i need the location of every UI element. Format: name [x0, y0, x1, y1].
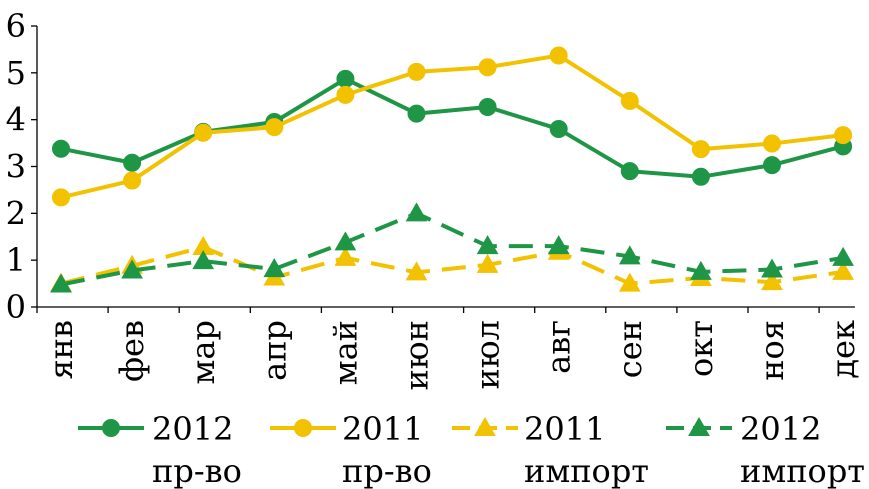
data-point — [478, 58, 497, 77]
data-point — [405, 202, 428, 222]
legend-marker — [102, 419, 120, 437]
data-point — [407, 62, 426, 81]
data-point — [336, 69, 355, 88]
legend-label: пр-во — [152, 452, 242, 489]
series-0 — [52, 69, 853, 186]
data-point — [549, 120, 568, 139]
x-tick-label: фев — [113, 320, 151, 382]
series-line — [60, 76, 844, 179]
legend-label: 2011 — [342, 410, 423, 448]
data-point — [194, 123, 213, 142]
legend-label: 2011 — [524, 410, 605, 448]
data-point — [549, 46, 568, 65]
series-line — [60, 53, 844, 200]
y-tick-label: 5 — [6, 54, 26, 92]
data-point — [691, 140, 710, 159]
chart-legend: 2012 пр-во 2011 пр-во 2011 импорт 2012 импорт — [78, 410, 865, 489]
x-tick-label: апр — [255, 320, 293, 381]
y-tick-label: 1 — [6, 241, 26, 279]
y-tick-label: 6 — [6, 7, 26, 45]
series-1 — [52, 46, 853, 207]
x-tick-label: июл — [469, 320, 507, 390]
x-tick-label: ноя — [753, 320, 791, 381]
series-line — [60, 245, 844, 286]
data-point — [123, 171, 142, 190]
data-point — [265, 118, 284, 137]
data-point — [763, 134, 781, 153]
data-point — [478, 98, 497, 117]
data-point — [334, 231, 357, 251]
legend-label: 2012 — [740, 410, 821, 448]
data-point — [121, 259, 143, 279]
x-tick-label: окт — [682, 320, 720, 377]
legend-item-1: 2011 пр-во — [270, 410, 432, 489]
data-point — [334, 246, 357, 266]
series-line — [60, 211, 844, 287]
data-point — [336, 85, 355, 104]
y-tick-label: 3 — [6, 148, 26, 186]
data-point — [476, 235, 499, 255]
legend-label: пр-во — [342, 452, 432, 489]
x-tick-label: июн — [398, 320, 436, 391]
legend-label: импорт — [524, 452, 649, 489]
legend-marker — [474, 416, 496, 436]
legend-item-0: 2012 пр-во — [78, 410, 242, 489]
x-tick-label: авг — [540, 320, 578, 374]
x-tick-label: дек — [824, 320, 862, 379]
legend-item-2: 2011 импорт — [452, 410, 649, 489]
data-point — [405, 261, 428, 281]
data-point — [192, 250, 215, 270]
data-point — [407, 104, 426, 123]
data-point — [618, 245, 641, 265]
x-tick-label: янв — [42, 320, 80, 380]
x-tick-label: май — [326, 320, 364, 385]
data-point — [832, 260, 854, 280]
data-point — [52, 139, 70, 158]
data-point — [834, 126, 853, 145]
chart-axes: 0 1 2 3 4 5 6 янв фев мар апр май июн июл авг сен окт ноя… — [6, 7, 862, 391]
chart-series — [50, 46, 854, 293]
data-point — [547, 235, 570, 255]
data-point — [761, 271, 783, 291]
y-tick-label: 4 — [6, 101, 26, 139]
y-tick-label: 0 — [6, 288, 26, 326]
data-point — [263, 258, 286, 278]
legend-label: импорт — [740, 452, 865, 489]
data-point — [763, 156, 781, 175]
y-tick-label: 2 — [6, 194, 26, 232]
data-point — [476, 253, 499, 273]
data-point — [691, 167, 710, 186]
data-point — [761, 258, 783, 278]
data-point — [620, 91, 639, 110]
data-point — [832, 246, 854, 266]
x-tick-label: сен — [611, 320, 649, 378]
legend-marker — [688, 416, 710, 436]
legend-marker — [294, 419, 312, 437]
legend-item-3: 2012 импорт — [666, 410, 865, 489]
data-point — [620, 162, 639, 181]
data-point — [123, 153, 142, 172]
data-point — [50, 273, 72, 293]
data-point — [690, 260, 712, 280]
series-3 — [50, 202, 854, 293]
legend-label: 2012 — [152, 410, 233, 448]
data-point — [618, 272, 641, 292]
x-tick-label: мар — [184, 320, 222, 384]
data-point — [52, 188, 70, 207]
